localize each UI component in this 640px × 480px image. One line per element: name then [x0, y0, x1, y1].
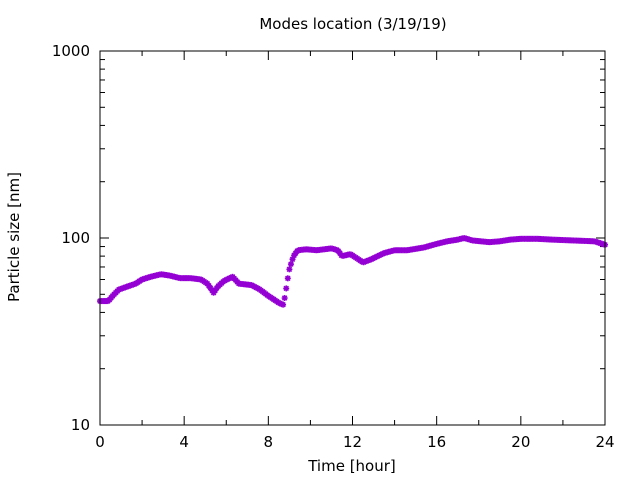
data-point: [280, 301, 287, 308]
x-tick-label: 8: [264, 433, 274, 451]
y-tick-label: 10: [71, 416, 90, 434]
data-point: [287, 261, 294, 268]
x-tick-label: 24: [595, 433, 614, 451]
data-point: [283, 285, 290, 292]
x-tick-label: 4: [179, 433, 189, 451]
axis-ticks: 0 4 8 12 16 20 24 10 100 1000: [52, 42, 615, 451]
x-tick-label: 20: [511, 433, 530, 451]
data-point: [286, 266, 293, 273]
plot-frame: [99, 50, 606, 426]
y-axis-label: Particle size [nm]: [5, 172, 23, 302]
x-tick-label: 0: [95, 433, 105, 451]
x-tick-label: 16: [427, 433, 446, 451]
x-tick-label: 12: [343, 433, 362, 451]
y-tick-label: 100: [61, 229, 90, 247]
data-points: [97, 235, 608, 308]
x-axis-label: Time [hour]: [307, 457, 396, 475]
y-tick-label: 1000: [52, 42, 90, 60]
chart-title: Modes location (3/19/19): [259, 15, 446, 33]
data-point: [281, 295, 288, 302]
data-point: [284, 275, 291, 282]
